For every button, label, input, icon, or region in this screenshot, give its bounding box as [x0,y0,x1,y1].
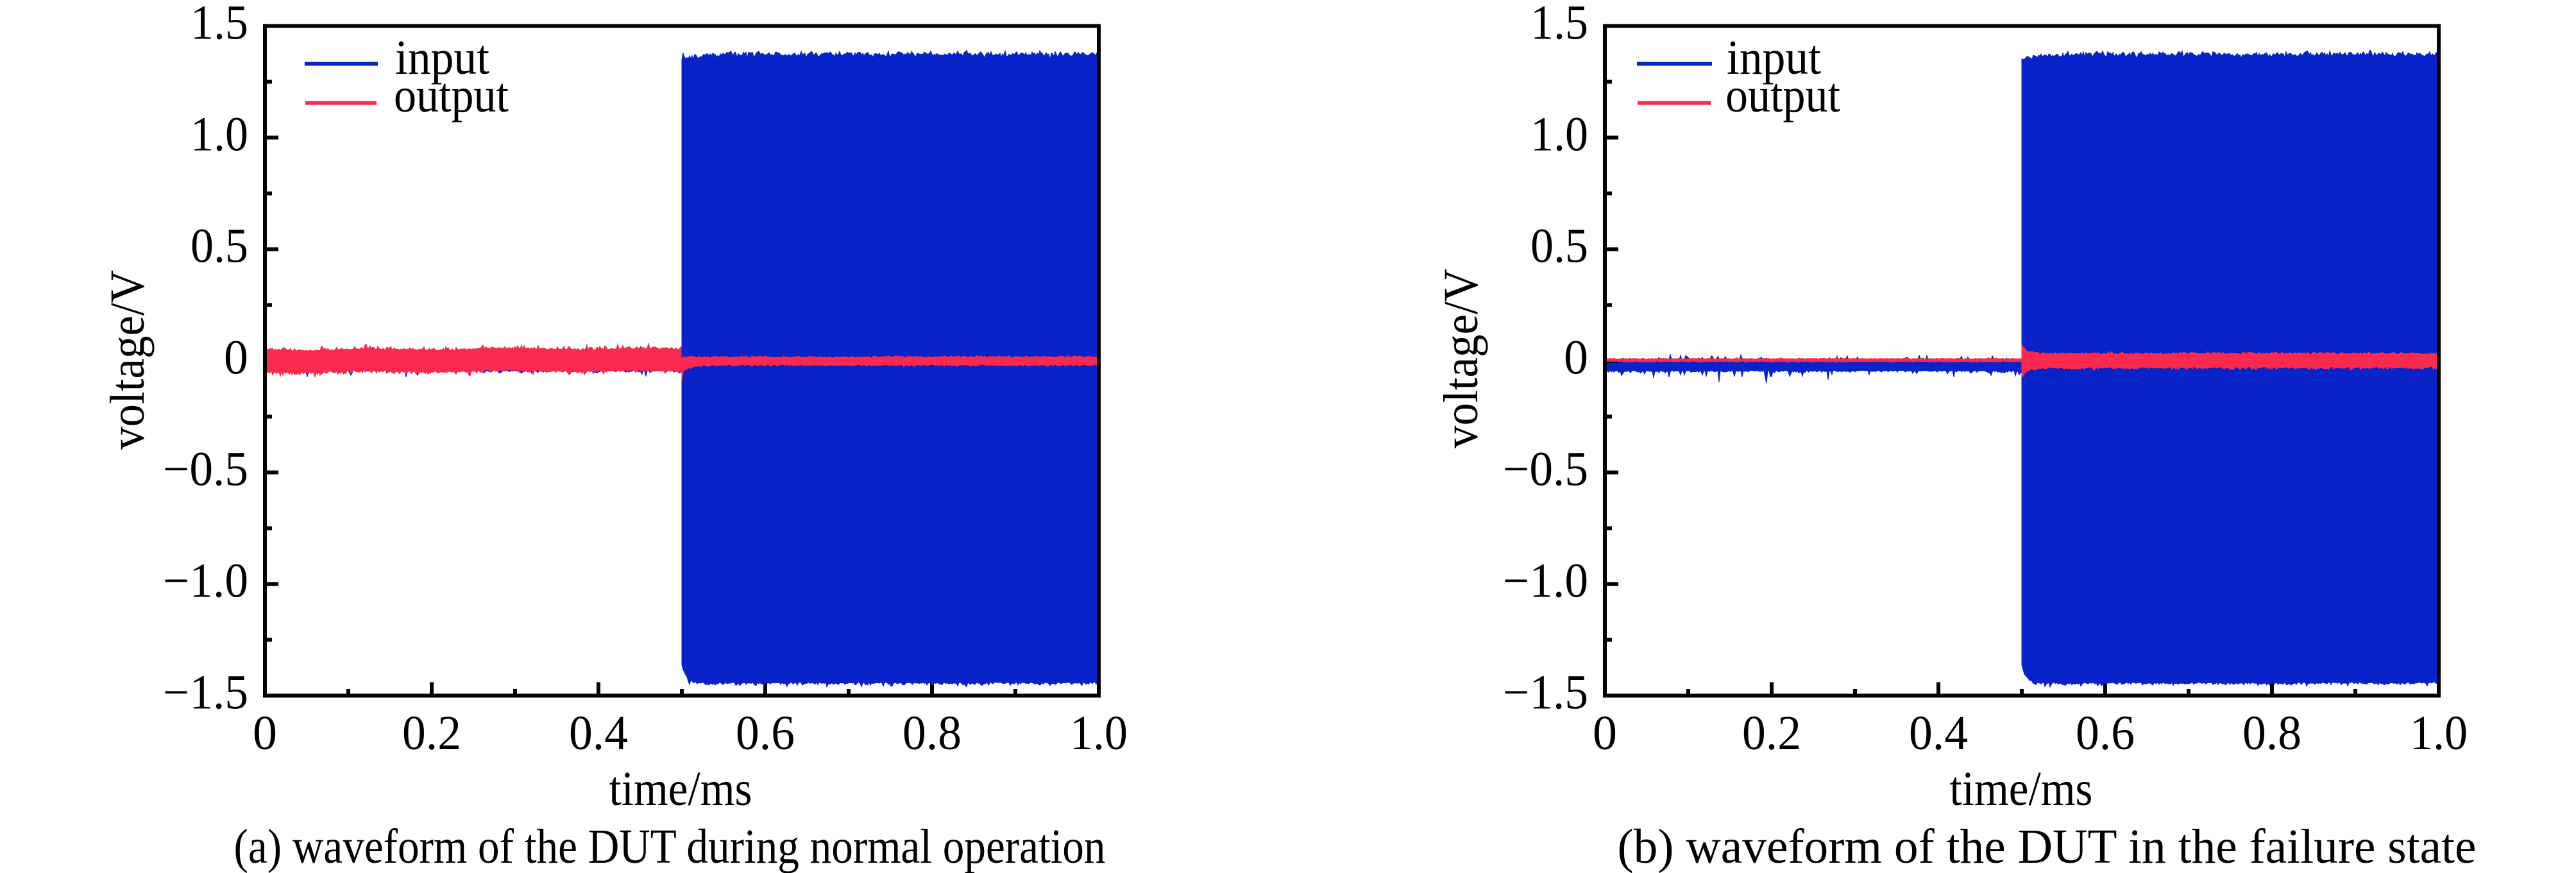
svg-text:0: 0 [1593,706,1617,760]
svg-text:−0.5: −0.5 [1503,443,1588,496]
svg-text:0.4: 0.4 [1909,706,1968,760]
svg-text:0: 0 [253,706,277,760]
svg-text:0: 0 [224,331,248,385]
svg-text:−1.0: −1.0 [1503,554,1588,608]
svg-text:voltage/V: voltage/V [101,270,155,450]
svg-text:0.8: 0.8 [2242,706,2301,760]
svg-text:0.8: 0.8 [902,706,962,760]
svg-text:−0.5: −0.5 [163,443,248,496]
svg-text:1.0: 1.0 [191,108,248,162]
svg-text:0.2: 0.2 [402,706,461,760]
svg-text:1.0: 1.0 [2410,706,2468,760]
svg-text:input: input [395,31,489,85]
svg-text:−1.5: −1.5 [163,666,248,720]
svg-text:−1.5: −1.5 [1503,666,1588,720]
svg-text:0.2: 0.2 [1742,706,1801,760]
svg-text:input: input [1727,31,1821,85]
svg-text:1.5: 1.5 [191,0,248,50]
svg-text:1.5: 1.5 [1530,0,1588,50]
svg-text:0.4: 0.4 [569,706,628,760]
svg-text:0.6: 0.6 [736,706,795,760]
svg-text:−1.0: −1.0 [163,554,248,608]
svg-text:time/ms: time/ms [609,762,752,816]
svg-text:0.5: 0.5 [1530,219,1588,273]
svg-text:voltage/V: voltage/V [1434,269,1488,448]
svg-text:(a) waveform of the DUT during: (a) waveform of the DUT during normal op… [234,820,1106,873]
svg-text:1.0: 1.0 [1070,706,1128,760]
svg-text:output: output [394,69,509,123]
svg-text:0.5: 0.5 [191,219,248,273]
svg-text:output: output [1725,69,1840,123]
svg-text:1.0: 1.0 [1530,108,1588,162]
svg-text:time/ms: time/ms [1950,762,2093,816]
svg-text:0: 0 [1564,331,1588,385]
svg-text:0.6: 0.6 [2076,706,2135,760]
svg-text:(b) waveform of the DUT in the: (b) waveform of the DUT in the failure s… [1618,820,2477,873]
